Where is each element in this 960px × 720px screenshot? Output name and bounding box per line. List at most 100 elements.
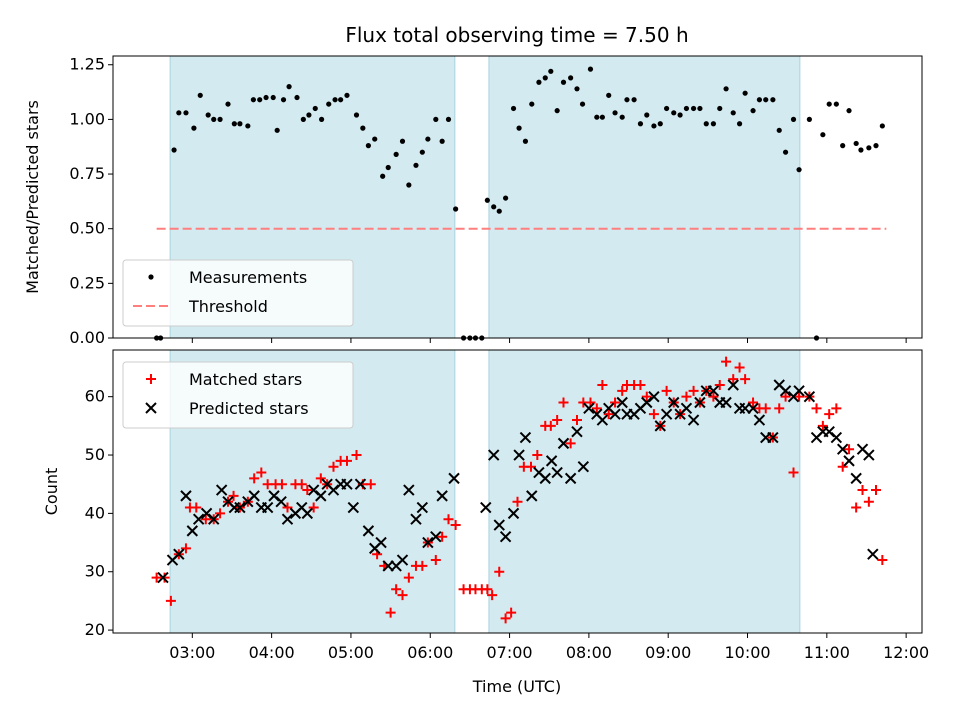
data-point	[734, 362, 745, 373]
data-point	[430, 555, 441, 566]
data-point	[249, 473, 260, 484]
data-point	[211, 116, 217, 122]
data-point	[263, 94, 269, 101]
data-point	[248, 490, 260, 502]
data-point	[516, 125, 522, 131]
data-point	[532, 450, 543, 461]
data-point	[637, 121, 644, 127]
data-point	[760, 403, 771, 414]
data-point	[545, 455, 558, 467]
data-point	[443, 514, 454, 525]
data-point	[619, 114, 625, 120]
data-point	[191, 502, 202, 513]
data-point	[157, 571, 169, 584]
data-point	[683, 105, 690, 112]
data-point	[332, 97, 338, 103]
data-point	[668, 396, 680, 409]
data-point	[654, 420, 666, 432]
data-point	[609, 408, 621, 420]
bottom-panel-counts: 20 30 40 50 60 03:00 04:00 05:00 06:00 07:00 08:00…	[42, 349, 929, 662]
data-point	[360, 125, 366, 131]
data-point	[793, 385, 805, 397]
legend-box	[122, 361, 354, 429]
data-point	[788, 467, 799, 478]
y-tick-label: 40	[85, 503, 105, 522]
data-point	[399, 138, 406, 144]
data-point	[245, 123, 251, 129]
data-point	[482, 584, 493, 595]
data-point	[256, 467, 267, 478]
data-point	[796, 167, 802, 173]
data-point	[651, 123, 657, 129]
legend-label: Matched stars	[189, 370, 302, 389]
data-point	[380, 173, 386, 179]
data-point	[487, 449, 500, 461]
axes-frame	[112, 349, 923, 634]
data-point	[522, 138, 529, 144]
x-tick-label: 05:00	[328, 643, 374, 662]
data-point	[740, 374, 751, 385]
data-point	[853, 140, 859, 147]
y-tick-label: 20	[85, 620, 105, 639]
data-point	[301, 507, 314, 520]
data-point	[437, 531, 448, 542]
x-tick-label: 04:00	[249, 643, 295, 662]
x-tick-label: 11:00	[804, 643, 850, 662]
data-point	[274, 127, 280, 133]
data-point	[300, 116, 306, 122]
data-point	[365, 143, 371, 149]
legend-swatch	[148, 274, 154, 280]
data-point	[413, 162, 419, 168]
data-point	[803, 390, 816, 403]
data-point	[657, 121, 663, 127]
data-point	[730, 110, 736, 116]
data-point	[192, 513, 205, 525]
chart-title: Flux total observing time = 7.50 h	[345, 23, 688, 47]
data-point	[648, 390, 660, 403]
legend-label: Threshold	[188, 297, 268, 316]
data-point	[710, 121, 717, 127]
data-point	[302, 485, 313, 496]
data-point	[496, 208, 502, 214]
data-point	[612, 110, 618, 116]
data-point	[315, 490, 327, 502]
legend-label: Predicted stars	[189, 399, 309, 418]
data-point	[833, 101, 839, 107]
data-point	[261, 501, 274, 514]
data-point	[714, 380, 725, 391]
data-point	[385, 164, 391, 171]
x-tick-label: 03:00	[169, 643, 215, 662]
data-point	[306, 112, 312, 118]
data-point	[403, 484, 415, 496]
legend: Matched stars Predicted stars	[122, 361, 354, 429]
data-point	[571, 425, 583, 438]
data-point	[858, 147, 864, 153]
data-point	[506, 607, 517, 618]
data-point	[275, 496, 287, 508]
data-point	[837, 461, 848, 472]
data-point	[215, 484, 228, 496]
data-point	[439, 138, 445, 144]
data-point	[351, 450, 362, 461]
data-point	[419, 149, 425, 155]
data-point	[396, 554, 409, 566]
data-point	[624, 97, 630, 103]
data-point	[840, 143, 846, 149]
data-point	[545, 420, 556, 431]
data-point	[180, 490, 192, 502]
data-point	[448, 472, 460, 485]
data-point	[159, 572, 170, 583]
data-point	[577, 460, 590, 473]
data-point	[753, 414, 766, 426]
data-point	[536, 79, 542, 85]
top-panel-ratio: 0.00 0.25 0.50 0.75 1.00 1.25 Matched/Predicte…	[23, 55, 923, 347]
data-point	[727, 379, 739, 391]
data-point	[416, 501, 429, 514]
y-tick-label: 60	[85, 387, 105, 406]
data-point	[410, 513, 422, 525]
data-point	[635, 380, 646, 391]
data-point	[617, 385, 628, 396]
data-point	[565, 438, 576, 449]
data-point	[824, 409, 835, 420]
